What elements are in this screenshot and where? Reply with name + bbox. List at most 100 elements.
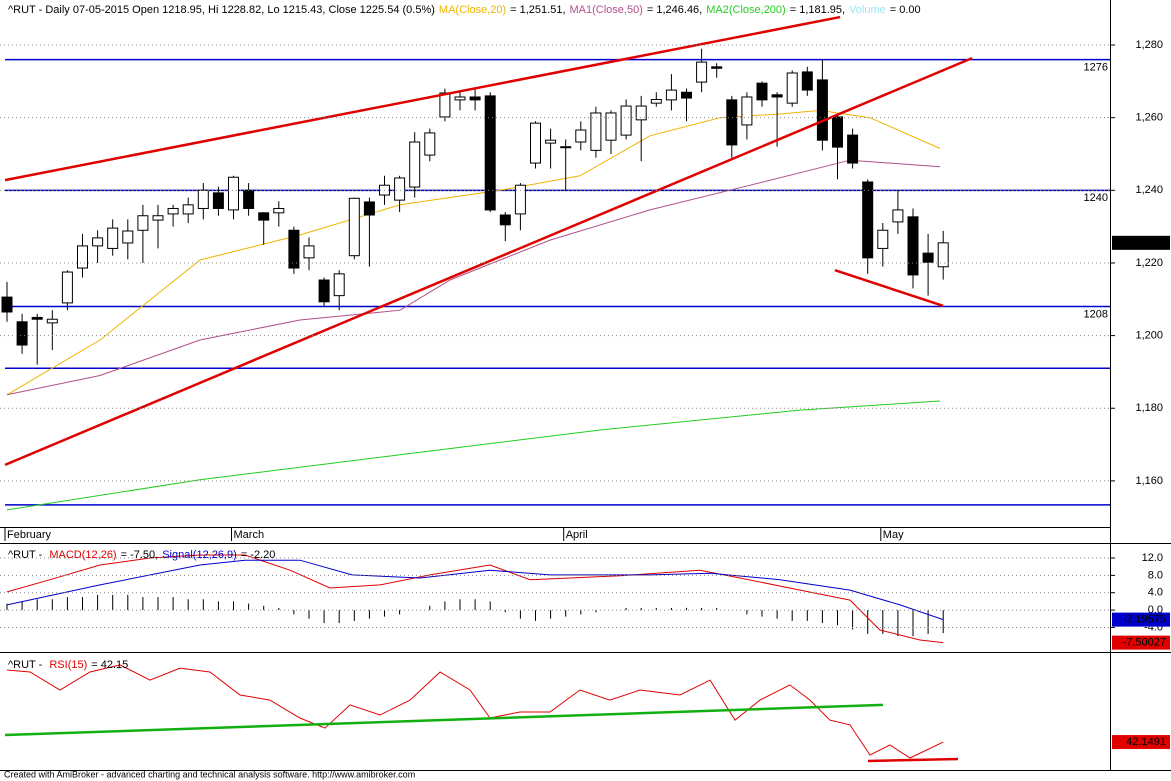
y-tick-label: 1,180 [1135,402,1163,414]
pane-title: ^RUT - RSI(15) = 42.15 [8,659,128,671]
candle-body [228,176,239,211]
candle-body [801,71,813,91]
footer: Created with AmiBroker - advanced charti… [4,769,415,779]
value-box [1112,612,1170,627]
pane [1,15,1110,511]
legend-name: MA1(Close,50) [570,4,643,16]
candle-body [741,96,753,126]
pane [6,554,944,644]
y-tick-label: 1,280 [1135,39,1163,51]
candle-body [862,181,874,259]
candle-body [484,95,496,211]
candle-body [77,245,88,269]
y-tick-label: 1,200 [1135,330,1163,342]
level-label: 1208 [1084,308,1108,320]
y-tick-label: 1,240 [1135,184,1163,196]
candle-body [31,316,43,320]
trendline [834,269,944,307]
value-box-label: -2.19575 [1123,614,1166,626]
legend-value: = -2.20 [241,549,276,561]
candle-body [394,177,406,201]
candle-body [665,89,677,101]
candle-body [635,105,647,121]
candle-body [937,242,949,268]
y-tick-label: 1,220 [1135,257,1163,269]
candle-body [620,105,632,136]
y-tick-label: 8.0 [1148,569,1163,581]
candle-body [816,79,828,141]
legend-name: MA(Close,20) [439,4,506,16]
x-tick-label: March [234,529,265,541]
legend-name: Signal(12,26,9) [162,549,237,561]
candle-body [545,139,557,144]
value-box-label: 1,225.54 [1123,237,1166,249]
value-box [1112,735,1170,750]
candle-body [273,207,285,214]
candle-body [560,146,572,149]
candle-body [681,91,692,99]
candle-body [212,192,224,209]
x-tick-label: April [566,529,588,541]
legend-name: Volume [849,4,886,16]
candle-body [847,134,859,164]
x-tick-label: May [883,529,904,541]
value-box-label: -7.50027 [1123,637,1166,649]
candle-body [922,252,934,263]
trendline [4,15,841,182]
candle-body [363,201,375,216]
candle-body [590,112,602,151]
candle-body [786,72,798,104]
trendline [4,56,973,467]
candle-body [575,129,587,143]
title-prefix: ^RUT - [8,659,45,671]
candle-body [907,216,919,276]
pane-title: ^RUT - MACD(12,26) = -7.50, Signal(12,26,9… [8,549,275,561]
y-tick-label: 1,160 [1135,475,1163,487]
trendline [867,757,959,763]
series-line [6,559,944,621]
candle-body [696,61,708,83]
candle-body [650,99,662,104]
candle-body [258,212,270,221]
candle-body [137,215,149,231]
value-box [1112,635,1170,650]
candle-body [46,318,58,324]
candle-body [16,321,28,346]
candle-body [424,132,436,156]
title-prefix: ^RUT - [8,549,45,561]
candle-body [182,204,194,215]
level-label: 1240 [1084,192,1108,204]
candle-body [152,215,164,221]
candle-body [711,66,723,69]
pane [4,664,959,763]
y-tick-label: 12.0 [1142,552,1163,564]
candle-body [1,296,13,313]
candle-body [197,189,209,209]
candle-body [771,94,783,98]
legend-value: = -7.50, [121,549,159,561]
candle-body [726,99,738,146]
legend-value: = 0.00 [890,4,921,16]
candle-body [605,112,617,141]
legend-value: = 42.15 [91,659,128,671]
candle-body [92,237,104,247]
legend-value: = 1,251.51, [510,4,565,16]
candle-body [756,82,768,101]
moving-average [6,159,941,396]
candle-body [892,209,904,223]
candle-body [348,197,360,257]
candle-body [318,279,330,303]
trendline [4,703,883,737]
candle-body [469,96,481,101]
value-box-label: 42.1491 [1126,736,1166,748]
candle-body [832,116,843,148]
candle-body [439,92,451,118]
pane-title: ^RUT - Daily 07-05-2015 Open 1218.95, Hi… [8,4,921,16]
candle-body [61,271,73,304]
title: ^RUT - Daily 07-05-2015 Open 1218.95, Hi… [8,4,435,16]
series-line [6,554,944,644]
y-tick-label: 4.0 [1148,587,1163,599]
